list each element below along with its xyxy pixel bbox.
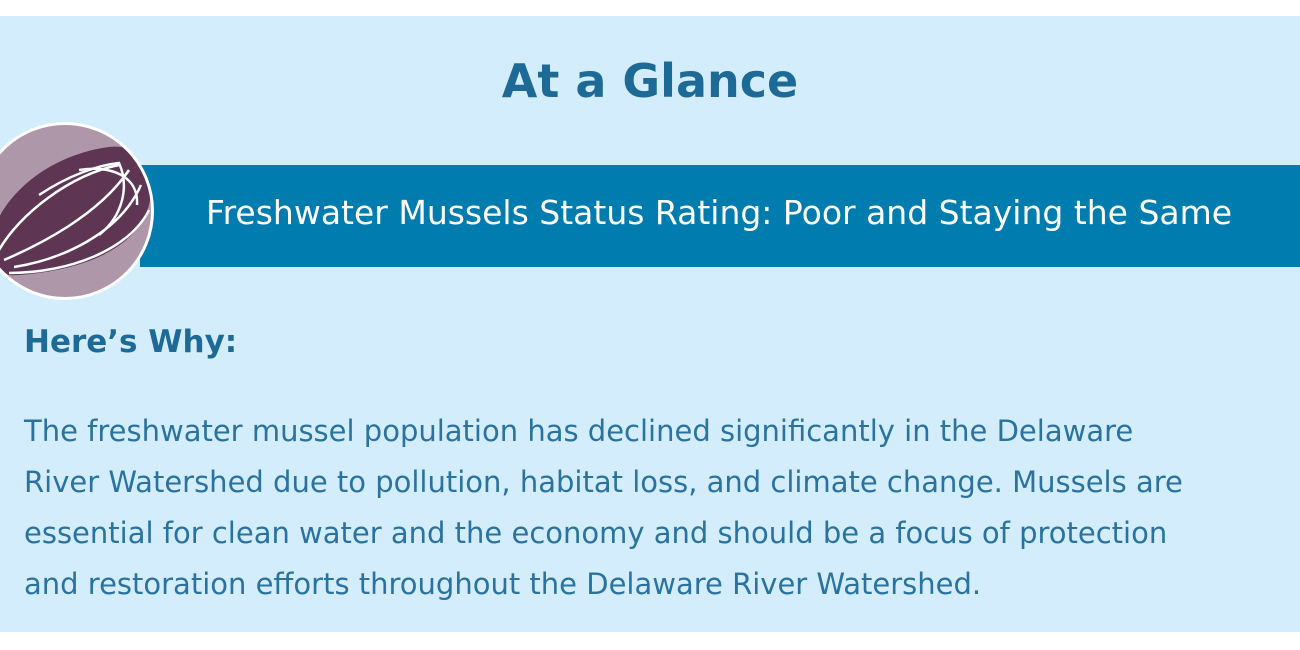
- explanation-text: The freshwater mussel population has dec…: [24, 406, 1183, 610]
- explanation-line: essential for clean water and the econom…: [24, 516, 1168, 550]
- at-a-glance-panel: At a Glance Freshwater Mussels Status Ra…: [0, 16, 1300, 632]
- explanation-line: and restoration efforts throughout the D…: [24, 567, 982, 601]
- status-banner: Freshwater Mussels Status Rating: Poor a…: [140, 165, 1300, 267]
- heres-why-heading: Here’s Why:: [24, 324, 238, 360]
- explanation-line: The freshwater mussel population has dec…: [24, 414, 1134, 448]
- page-title: At a Glance: [501, 54, 799, 108]
- status-rating-text: Freshwater Mussels Status Rating: Poor a…: [206, 193, 1233, 232]
- explanation-line: River Watershed due to pollution, habita…: [24, 465, 1183, 499]
- mussel-icon: [0, 122, 154, 300]
